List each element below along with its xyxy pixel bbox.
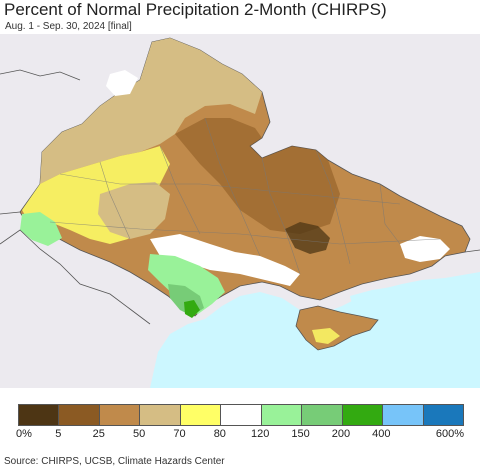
precipitation-map	[0, 34, 480, 388]
source-credit: Source: CHIRPS, UCSB, Climate Hazards Ce…	[4, 456, 225, 467]
legend-swatch	[140, 405, 181, 425]
wet-zone-peak	[184, 300, 200, 318]
legend-swatch	[59, 405, 100, 425]
legend-label: 50	[132, 428, 146, 440]
legend-label: 200	[331, 428, 351, 440]
legend-swatch	[221, 405, 262, 425]
country-borders	[0, 69, 480, 325]
legend-label: 120	[250, 428, 270, 440]
legend-label: 70	[173, 428, 186, 440]
normal-patch-north	[106, 70, 138, 96]
legend-label: 80	[213, 428, 226, 440]
west-central-tan	[98, 182, 170, 239]
legend-label: 150	[291, 428, 310, 440]
northwest-tan-zone	[40, 38, 262, 184]
legend-swatch	[423, 405, 463, 425]
region-borders	[49, 117, 441, 275]
central-brown-zone	[175, 118, 340, 234]
normal-patch-south	[150, 234, 300, 286]
legend-swatch	[261, 405, 303, 425]
legend-swatch	[302, 405, 343, 425]
crimea-yellow	[312, 328, 340, 344]
legend-swatch	[19, 405, 60, 425]
legend-swatch	[99, 405, 141, 425]
legend-swatch	[180, 405, 222, 425]
sea-of-azov	[350, 286, 420, 308]
legend-label: 0%	[16, 428, 32, 440]
legend-label: 25	[92, 428, 105, 440]
legend-swatch	[342, 405, 384, 425]
legend-label: 600%	[435, 428, 465, 440]
page-subtitle: Aug. 1 - Sep. 30, 2024 [final]	[5, 21, 132, 32]
wet-zone-west	[20, 212, 62, 246]
legend-labels: 0% 5 25 50 70 80 120 150 200 400 600%	[0, 428, 480, 442]
legend-color-bar	[18, 404, 464, 426]
page-title: Percent of Normal Precipitation 2-Month …	[4, 0, 387, 19]
legend-label: 400	[372, 428, 391, 440]
legend-label: 5	[55, 428, 62, 440]
dry-core-zone	[285, 222, 330, 254]
normal-patch-east	[400, 236, 450, 262]
wet-zone-southwest	[148, 254, 225, 314]
legend-swatch	[383, 405, 424, 425]
